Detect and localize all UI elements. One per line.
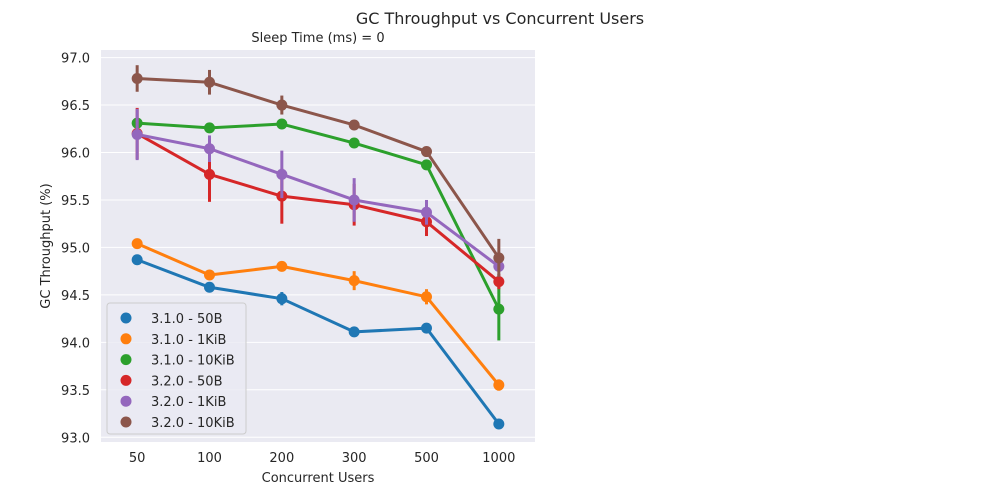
data-point — [204, 281, 215, 293]
data-point — [493, 252, 505, 264]
legend-label: 3.2.0 - 10KiB — [151, 416, 235, 431]
x-tick-label: 300 — [342, 451, 367, 466]
data-point — [493, 418, 505, 430]
series-line — [136, 242, 500, 387]
data-point — [348, 119, 360, 131]
data-point — [493, 379, 505, 391]
data-point — [276, 99, 288, 111]
chart-title: GC Throughput vs Concurrent Users — [356, 9, 644, 28]
data-point — [348, 194, 360, 206]
series-group — [131, 65, 505, 430]
y-tick-label: 94.0 — [61, 336, 90, 351]
y-tick-label: 95.0 — [61, 241, 90, 256]
legend-marker — [120, 333, 132, 345]
series-line — [136, 258, 501, 425]
data-point — [421, 146, 432, 158]
legend-label: 3.2.0 - 1KiB — [151, 395, 226, 410]
y-tick-label: 93.5 — [61, 384, 90, 399]
legend-marker — [120, 354, 132, 366]
chart-subtitle: Sleep Time (ms) = 0 — [251, 31, 384, 46]
legend-box — [106, 302, 247, 435]
legend-label: 3.1.0 - 1KiB — [151, 333, 226, 348]
x-tick-label: 200 — [269, 451, 294, 466]
legend-label: 3.2.0 - 50B — [151, 374, 223, 389]
x-tick-label: 500 — [414, 451, 439, 466]
y-tick-label: 97.0 — [61, 52, 90, 67]
data-point — [131, 254, 143, 266]
y-ticks: 93.0 93.5 94.0 94.5 95.0 95.5 96.0 96.5 97.0 — [61, 52, 90, 447]
series-1 — [131, 254, 505, 430]
data-point — [204, 168, 215, 180]
x-axis-label: Concurrent Users — [262, 471, 375, 486]
data-point — [493, 303, 505, 315]
x-ticks: 50 100 200 300 500 1000 — [129, 451, 515, 466]
data-point — [204, 76, 215, 88]
legend-label: 3.1.0 - 10KiB — [151, 354, 235, 369]
series-3 — [131, 117, 505, 341]
data-point — [276, 168, 288, 180]
series-line — [136, 133, 500, 268]
data-point — [131, 72, 143, 84]
data-point — [204, 122, 215, 134]
data-point — [421, 291, 432, 303]
x-tick-label: 50 — [129, 451, 146, 466]
data-point — [493, 276, 505, 288]
data-point — [348, 275, 360, 287]
y-tick-label: 94.5 — [61, 289, 90, 304]
legend-marker — [120, 312, 132, 324]
data-point — [421, 159, 432, 171]
x-tick-label: 100 — [197, 451, 222, 466]
y-tick-label: 96.0 — [61, 147, 90, 162]
legend-label: 3.1.0 - 50B — [151, 312, 223, 327]
data-point — [276, 260, 288, 272]
legend-marker — [120, 416, 132, 428]
series-line — [137, 76, 501, 259]
series-line — [137, 121, 501, 310]
data-point — [348, 137, 360, 149]
y-tick-label: 93.0 — [61, 431, 90, 446]
data-point — [131, 128, 143, 140]
legend: 3.1.0 - 50B 3.1.0 - 1KiB 3.1.0 - 10KiB 3.2.… — [106, 302, 247, 435]
series-6 — [131, 65, 505, 277]
legend-marker — [120, 374, 132, 386]
data-point — [421, 206, 432, 218]
data-point — [131, 238, 143, 250]
legend-marker — [120, 395, 132, 407]
y-tick-label: 95.5 — [61, 194, 90, 209]
data-point — [204, 143, 215, 155]
x-tick-label: 1000 — [482, 451, 515, 466]
data-point — [204, 269, 215, 281]
y-tick-label: 96.5 — [61, 99, 90, 114]
series-2 — [131, 238, 505, 391]
series-line — [136, 132, 500, 283]
data-point — [276, 293, 288, 305]
data-point — [348, 326, 360, 338]
data-point — [276, 118, 288, 130]
data-point — [421, 322, 432, 334]
y-axis-label: GC Throughput (%) — [39, 183, 54, 308]
